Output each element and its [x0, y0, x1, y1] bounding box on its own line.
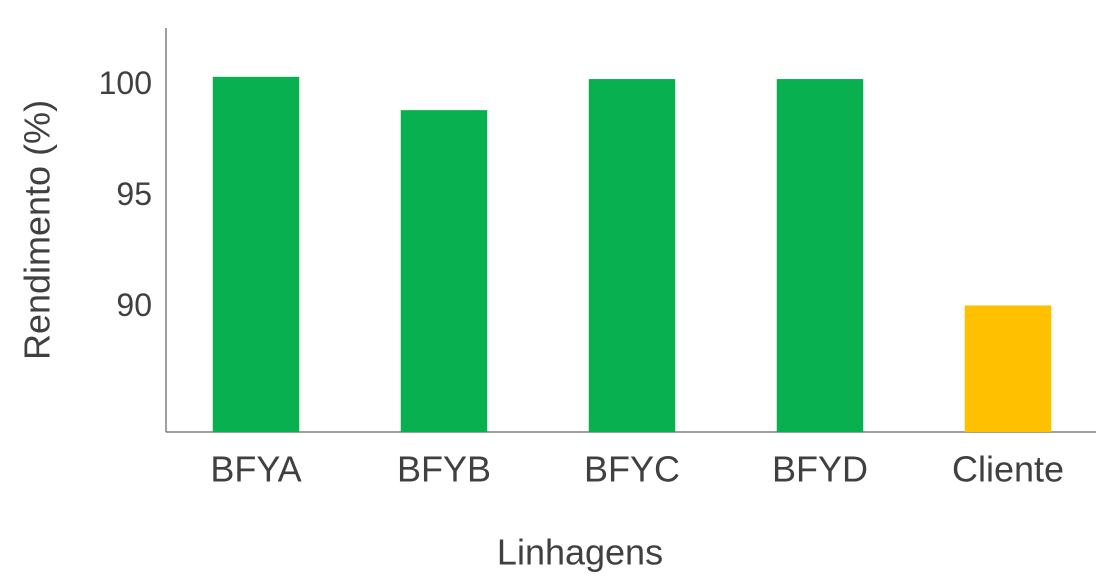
y-tick-label: 95	[116, 176, 152, 212]
x-tick-label: BFYA	[210, 449, 301, 490]
y-tick-label: 100	[99, 65, 152, 101]
x-axis-title: Linhagens	[497, 532, 663, 573]
x-tick-label: BFYD	[772, 449, 868, 490]
bar	[588, 79, 676, 433]
y-axis-title: Rendimento (%)	[17, 100, 58, 360]
bar	[964, 305, 1052, 432]
x-tick-label: BFYB	[397, 449, 491, 490]
bar	[400, 110, 488, 432]
y-tick-label: 90	[116, 287, 152, 323]
x-tick-label: BFYC	[584, 449, 680, 490]
bar	[776, 79, 864, 433]
bar	[212, 76, 300, 432]
x-tick-label: Cliente	[952, 449, 1064, 490]
